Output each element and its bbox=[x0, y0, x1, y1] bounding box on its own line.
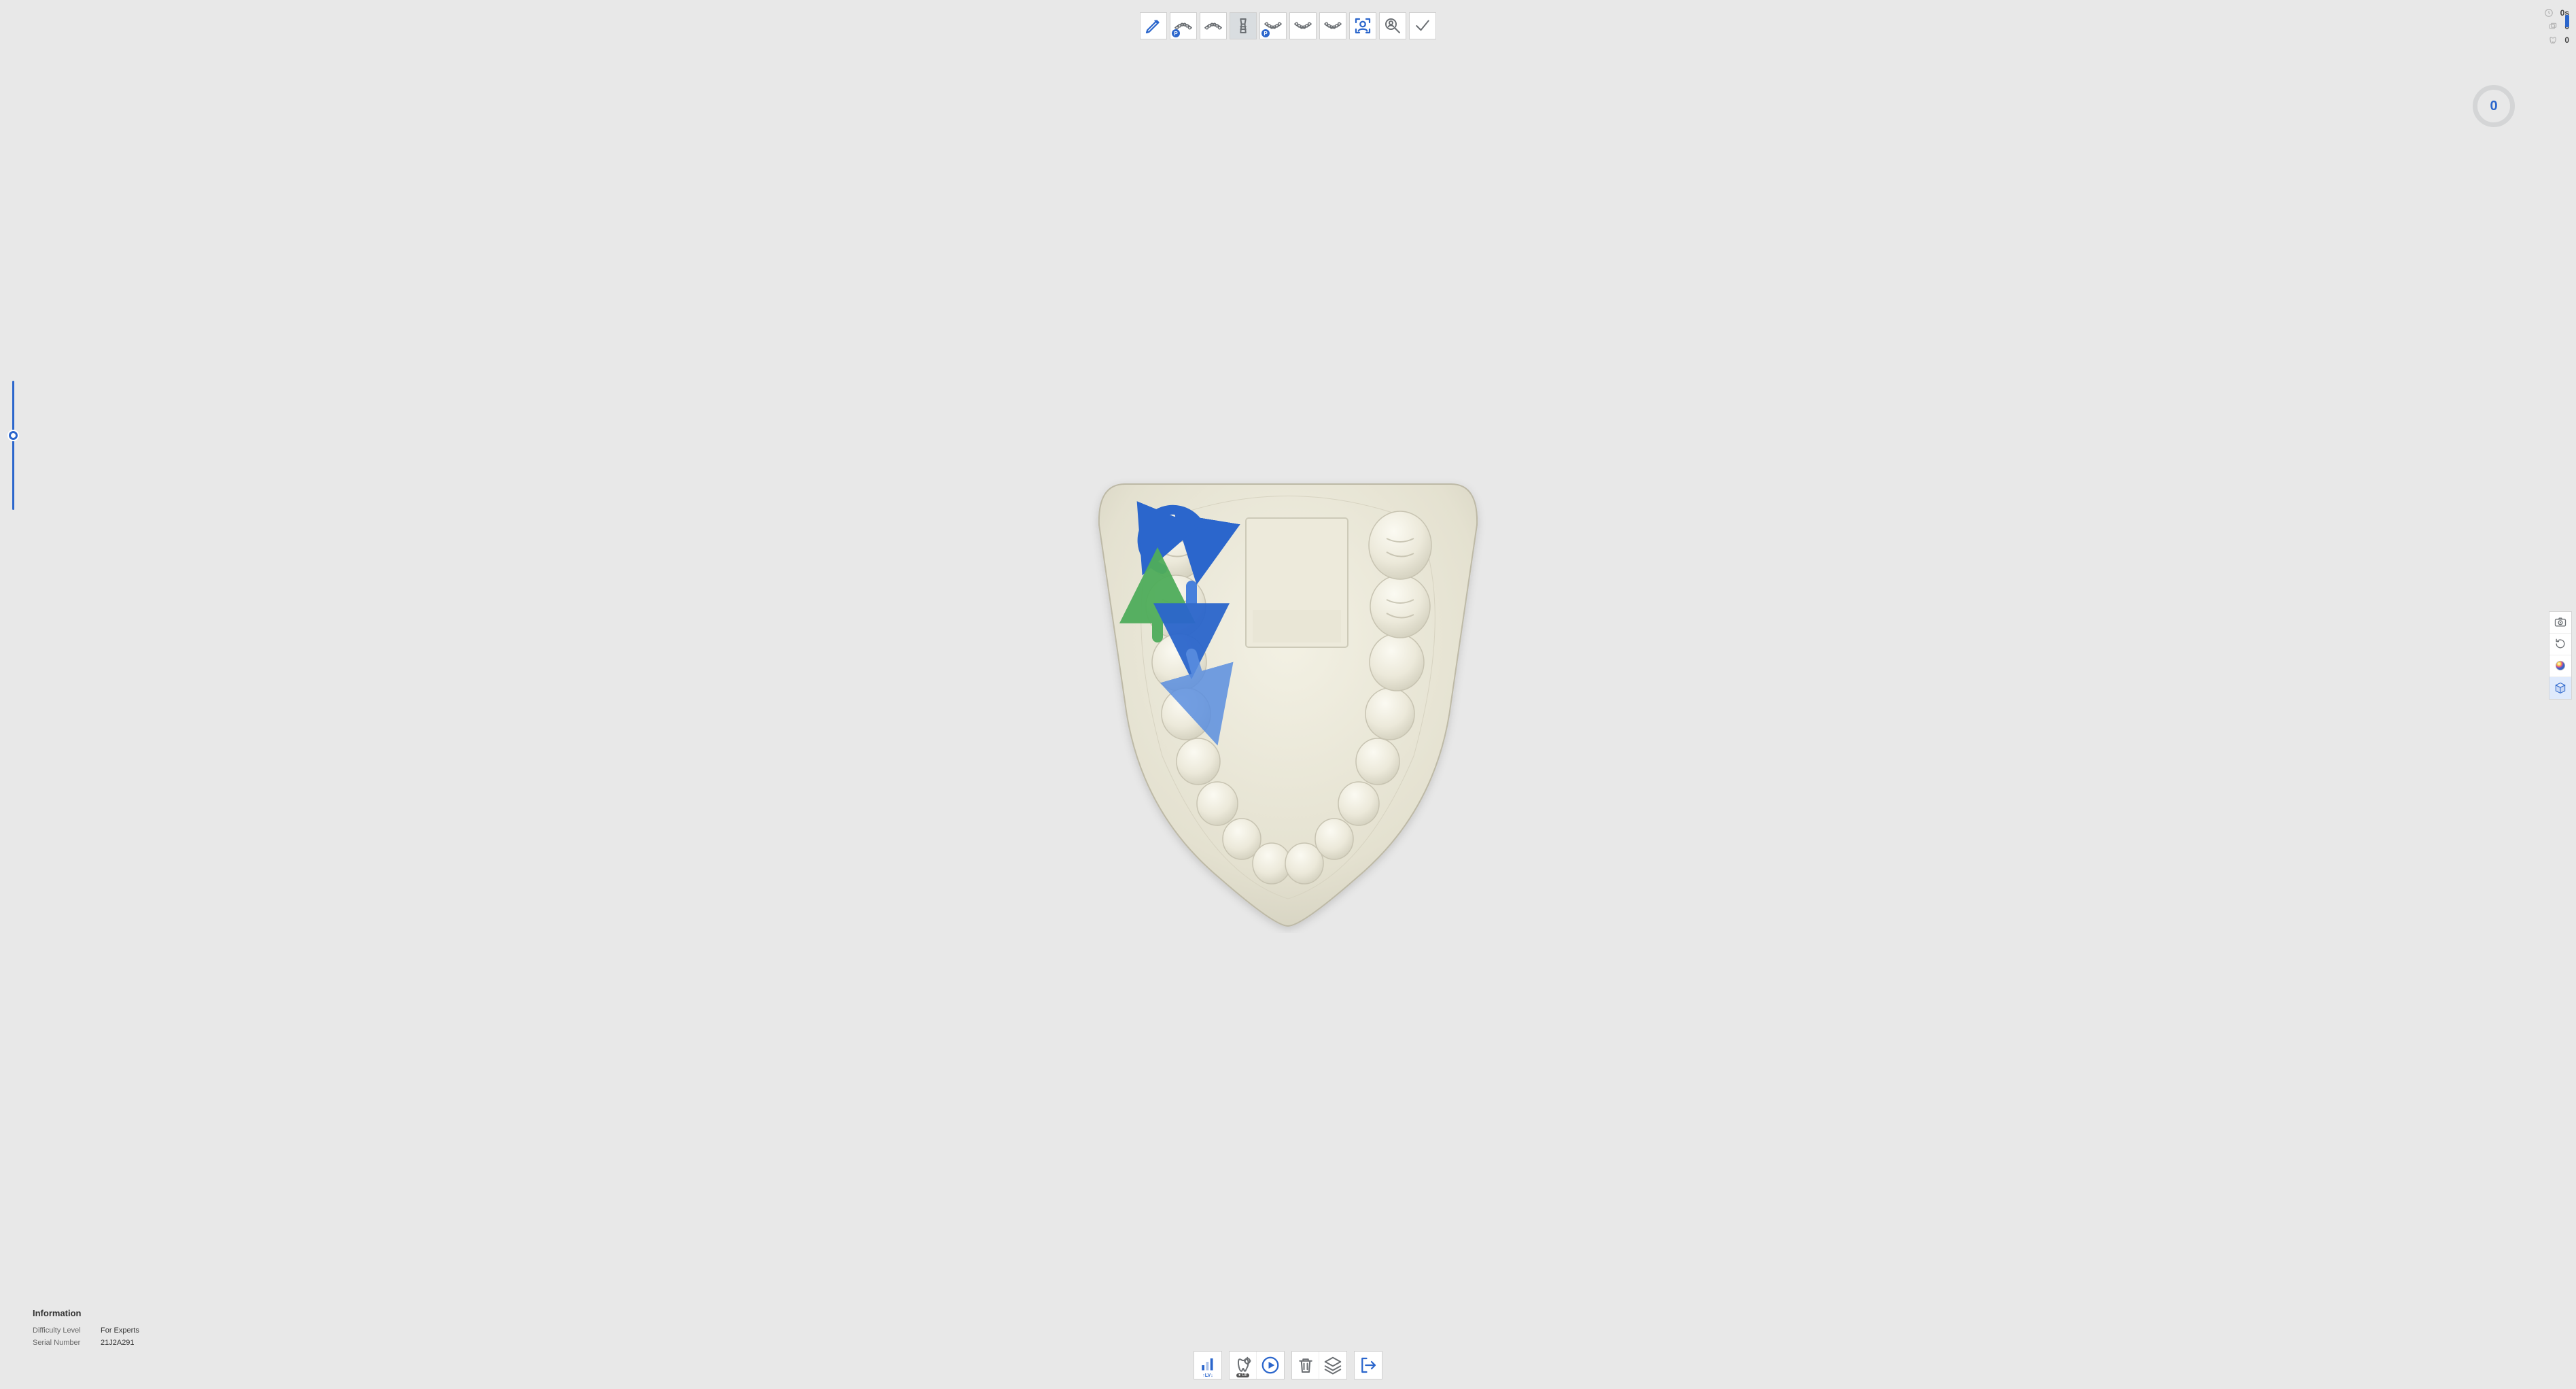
exit-tool[interactable] bbox=[1355, 1352, 1382, 1379]
delete-tool[interactable] bbox=[1292, 1352, 1319, 1379]
cube-view-tool[interactable] bbox=[2549, 677, 2571, 699]
info-value: For Experts bbox=[101, 1326, 139, 1335]
person-zoom-tool[interactable] bbox=[1379, 12, 1406, 39]
screenshot-tool[interactable] bbox=[2549, 612, 2571, 634]
bottom-group-1: ● Off bbox=[1229, 1351, 1285, 1379]
left-slider[interactable] bbox=[12, 381, 14, 510]
info-panel: Information Difficulty Level For Experts S… bbox=[33, 1308, 139, 1351]
upper-jaw-tool[interactable] bbox=[1200, 12, 1227, 39]
tooth-settings-tool[interactable]: ● Off bbox=[1230, 1352, 1257, 1379]
info-label: Difficulty Level bbox=[33, 1326, 82, 1335]
person-focus-tool[interactable] bbox=[1349, 12, 1376, 39]
level-label: ↑LV↓ bbox=[1202, 1373, 1213, 1378]
bottom-group-2 bbox=[1291, 1351, 1347, 1379]
score-circle: 0 bbox=[2473, 85, 2515, 127]
info-title: Information bbox=[33, 1308, 139, 1318]
info-row: Difficulty Level For Experts bbox=[33, 1326, 139, 1335]
rotate-tool[interactable] bbox=[2549, 634, 2571, 655]
badge-p: P bbox=[1172, 29, 1180, 37]
clock-icon bbox=[2544, 8, 2554, 18]
layers-tool[interactable] bbox=[1319, 1352, 1346, 1379]
play-tool[interactable] bbox=[1257, 1352, 1284, 1379]
stat-restorations-value: 0 bbox=[2564, 35, 2569, 45]
viewport-3d[interactable] bbox=[0, 0, 2576, 1389]
info-row: Serial Number 21J2A291 bbox=[33, 1339, 139, 1347]
lower-jaw-tool-2[interactable] bbox=[1319, 12, 1346, 39]
bottom-group-3 bbox=[1354, 1351, 1382, 1379]
top-stats: 0s 0 0 bbox=[2544, 8, 2569, 45]
bottom-toolbar: ↑LV↓ ● Off bbox=[1194, 1351, 1382, 1379]
lower-jaw-p-tool[interactable]: P bbox=[1259, 12, 1287, 39]
badge-p: P bbox=[1261, 29, 1270, 37]
lower-jaw-tool[interactable] bbox=[1289, 12, 1317, 39]
implant-tool[interactable] bbox=[1230, 12, 1257, 39]
score-value: 0 bbox=[2490, 99, 2497, 114]
stats-accent-bar bbox=[2565, 15, 2569, 27]
dental-model bbox=[1071, 457, 1505, 933]
level-indicator[interactable]: ↑LV↓ bbox=[1194, 1352, 1221, 1379]
tooth-small-icon bbox=[2548, 35, 2558, 45]
info-label: Serial Number bbox=[33, 1339, 82, 1347]
slider-handle[interactable] bbox=[7, 430, 19, 441]
edit-tool[interactable] bbox=[1140, 12, 1167, 39]
upper-jaw-p-tool[interactable]: P bbox=[1170, 12, 1197, 39]
cards-icon bbox=[2548, 22, 2558, 31]
confirm-tool[interactable] bbox=[1409, 12, 1436, 39]
bottom-group-0: ↑LV↓ bbox=[1194, 1351, 1222, 1379]
info-value: 21J2A291 bbox=[101, 1339, 135, 1347]
stat-restorations-row: 0 bbox=[2544, 35, 2569, 45]
color-tool[interactable] bbox=[2549, 655, 2571, 677]
right-panel bbox=[2549, 611, 2572, 700]
top-toolbar: PP bbox=[1140, 12, 1436, 39]
toggle-label: ● Off bbox=[1236, 1373, 1249, 1377]
